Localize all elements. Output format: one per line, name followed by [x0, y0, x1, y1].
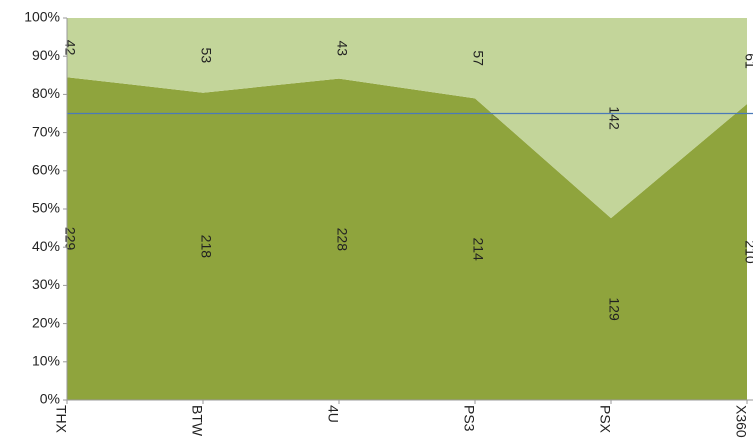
y-tick-label: 70% — [32, 123, 60, 139]
area — [67, 18, 747, 219]
value-label: 214 — [470, 237, 486, 261]
value-label: 129 — [606, 297, 622, 321]
value-label: 218 — [198, 235, 214, 259]
y-tick-label: 10% — [32, 353, 60, 369]
y-tick-label: 0% — [40, 391, 60, 407]
x-tick-label: BTW — [189, 405, 205, 437]
y-tick-label: 80% — [32, 85, 60, 101]
x-tick-label: THX — [53, 405, 69, 434]
value-label: 61 — [742, 53, 753, 69]
y-tick-label: 30% — [32, 276, 60, 292]
y-tick-label: 50% — [32, 200, 60, 216]
value-label: 210 — [742, 240, 753, 264]
y-tick-label: 20% — [32, 314, 60, 330]
x-tick-label: PSX — [597, 405, 613, 434]
value-label: 53 — [198, 48, 214, 64]
value-label: 43 — [334, 41, 350, 57]
x-tick-label: PS3 — [461, 405, 477, 432]
area — [67, 77, 747, 401]
x-tick-label: X360 — [733, 405, 749, 438]
y-tick-label: 100% — [24, 9, 60, 25]
value-label: 42 — [62, 40, 78, 56]
value-label: 228 — [334, 228, 350, 252]
y-tick-label: 60% — [32, 162, 60, 178]
value-label: 229 — [62, 227, 78, 251]
value-label: 142 — [606, 106, 622, 130]
y-tick-label: 40% — [32, 238, 60, 254]
y-tick-label: 90% — [32, 47, 60, 63]
x-tick-label: 4U — [325, 405, 341, 423]
value-label: 57 — [470, 50, 486, 66]
